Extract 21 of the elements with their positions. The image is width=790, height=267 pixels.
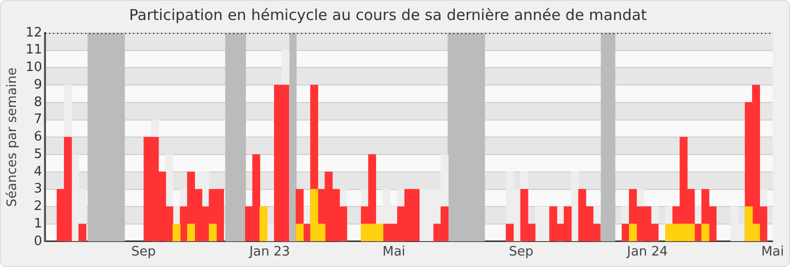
x-tick-label: Jan 24 [626, 244, 668, 260]
y-tick-label: 7 [34, 112, 42, 128]
x-tick-label: Jan 23 [248, 244, 290, 260]
y-tick-label: 11 [26, 42, 42, 58]
y-tick-label: 3 [34, 182, 42, 197]
y-tick-label: 10 [26, 60, 42, 76]
y-tick-label: 1 [34, 216, 42, 232]
y-tick-label: 2 [34, 199, 42, 214]
x-tick-label: Sep [508, 244, 534, 260]
y-tick-label: 9 [34, 77, 42, 92]
y-tick-label: 12 [26, 25, 42, 40]
y-tick-label: 4 [34, 164, 42, 180]
y-tick-label: 5 [34, 146, 42, 162]
y-tick-label: 6 [34, 130, 42, 145]
x-tick-label: Mai [382, 244, 406, 260]
x-tick-label: Sep [131, 244, 156, 260]
chart-title: Participation en hémicycle au cours de sa dernière année de mandat [129, 6, 647, 24]
y-tick-label: 0 [34, 234, 42, 249]
y-axis-title: Séances par semaine [5, 67, 20, 207]
x-tick-label: Mai [761, 244, 784, 260]
y-tick-label: 8 [34, 94, 42, 110]
